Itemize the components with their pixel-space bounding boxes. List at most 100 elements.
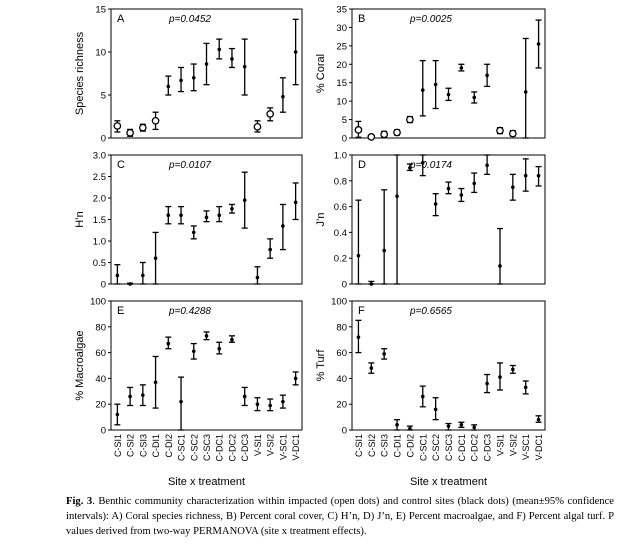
mean-point-filled bbox=[128, 282, 132, 286]
mean-point-filled bbox=[281, 224, 285, 228]
mean-point-filled bbox=[293, 200, 298, 205]
x-tick-label: C-DC3 bbox=[483, 434, 493, 462]
mean-point-filled bbox=[191, 230, 196, 235]
panel-letter: E bbox=[117, 305, 124, 317]
mean-point-filled bbox=[281, 94, 285, 99]
y-tick-label: 1.5 bbox=[93, 215, 106, 226]
panel-letter: D bbox=[358, 159, 366, 171]
y-tick-label: 0.5 bbox=[93, 258, 106, 269]
y-tick-label: 2.0 bbox=[93, 194, 106, 205]
y-tick-label: 20 bbox=[95, 400, 106, 411]
y-tick-label: 10 bbox=[336, 97, 347, 108]
x-tick-label: C-DI2 bbox=[164, 434, 174, 458]
panel-b: 0 5 10 15 20 25 30 35 % Coral B p=0.0025 bbox=[315, 5, 546, 145]
x-tick-label: C-SC3 bbox=[444, 434, 454, 461]
mean-point-filled bbox=[511, 185, 515, 190]
x-tick-label: V-SI1 bbox=[253, 434, 263, 456]
mean-point-filled bbox=[128, 394, 132, 399]
mean-point-filled bbox=[255, 275, 260, 280]
mean-point-open bbox=[380, 130, 389, 139]
y-tick-label: 1.0 bbox=[334, 151, 347, 162]
mean-point-filled bbox=[395, 194, 399, 199]
mean-point-open bbox=[126, 128, 134, 137]
panel-c: 0 0.5 1.0 1.5 2.0 2.5 3.0 H’n C p=0.0107 bbox=[74, 151, 303, 291]
y-tick-label: 0 bbox=[101, 426, 106, 437]
mean-point-open bbox=[138, 123, 147, 132]
mean-point-filled bbox=[230, 337, 234, 342]
mean-point-filled bbox=[511, 367, 515, 372]
figure-caption: Fig. 3. Benthic community characterizati… bbox=[66, 494, 614, 539]
mean-point-open bbox=[113, 122, 122, 130]
x-tick-label: C-DC1 bbox=[457, 434, 467, 462]
mean-point-open bbox=[508, 129, 517, 138]
mean-point-filled bbox=[523, 90, 528, 94]
mean-point-filled bbox=[179, 78, 183, 83]
x-axis-label: Site x treatment bbox=[168, 476, 245, 488]
panel-letter: A bbox=[117, 13, 125, 25]
y-tick-label: 20 bbox=[336, 400, 347, 411]
caption-text: . Benthic community characterization wit… bbox=[66, 496, 614, 537]
plot-frame bbox=[110, 8, 303, 139]
mean-point-filled bbox=[141, 393, 145, 397]
mean-point-filled bbox=[242, 64, 247, 69]
plot-frame bbox=[351, 154, 546, 285]
mean-point-filled bbox=[498, 375, 502, 379]
mean-point-filled bbox=[217, 47, 222, 52]
y-tick-label: 80 bbox=[336, 322, 347, 333]
y-tick-label: 25 bbox=[336, 41, 347, 52]
x-tick-label: C-SI2 bbox=[126, 434, 136, 457]
x-tick-label: C-SC3 bbox=[202, 434, 212, 461]
panel-letter: B bbox=[358, 13, 365, 25]
y-axis-label: H’n bbox=[74, 211, 86, 228]
mean-point-filled bbox=[217, 346, 222, 351]
mean-point-filled bbox=[369, 282, 374, 286]
x-tick-label: V-SC1 bbox=[521, 434, 531, 460]
p-value-label: p=0.6565 bbox=[409, 306, 452, 317]
y-tick-label: 35 bbox=[336, 5, 347, 16]
mean-point-filled bbox=[230, 206, 234, 211]
x-tick-label: C-SI2 bbox=[367, 434, 377, 457]
y-tick-label: 0 bbox=[342, 134, 347, 145]
y-tick-label: 15 bbox=[336, 78, 347, 89]
mean-point-filled bbox=[433, 82, 438, 87]
mean-point-filled bbox=[433, 202, 438, 206]
panel-letter: C bbox=[117, 159, 125, 171]
p-value-label: p=0.4288 bbox=[168, 306, 211, 317]
plot-frame bbox=[110, 300, 303, 431]
mean-point-filled bbox=[115, 412, 120, 417]
mean-point-filled bbox=[268, 403, 272, 408]
y-tick-label: 60 bbox=[95, 348, 106, 359]
x-tick-label: C-SC2 bbox=[431, 434, 441, 461]
x-tick-label: C-SC1 bbox=[177, 434, 187, 461]
mean-point-filled bbox=[523, 385, 528, 390]
mean-point-filled bbox=[382, 352, 386, 356]
y-tick-label: 0.6 bbox=[334, 202, 347, 213]
mean-point-filled bbox=[485, 73, 489, 78]
mean-point-filled bbox=[446, 186, 451, 191]
mean-point-filled bbox=[420, 394, 425, 399]
y-axis-label: % Macroalgae bbox=[74, 330, 86, 400]
panel-letter: F bbox=[358, 305, 365, 317]
mean-point-filled bbox=[408, 166, 412, 170]
mean-point-filled bbox=[356, 253, 361, 258]
mean-point-open bbox=[151, 116, 160, 125]
p-value-label: p=0.0025 bbox=[409, 14, 452, 25]
x-tick-label: C-DC1 bbox=[215, 434, 225, 462]
mean-point-open bbox=[496, 126, 504, 135]
mean-point-filled bbox=[433, 407, 438, 412]
mean-point-filled bbox=[408, 426, 412, 431]
y-tick-label: 20 bbox=[336, 60, 347, 71]
y-tick-label: 0.2 bbox=[334, 254, 347, 265]
y-tick-label: 2.5 bbox=[93, 172, 106, 183]
mean-point-filled bbox=[166, 341, 171, 346]
y-axis-label: J’n bbox=[315, 212, 327, 226]
mean-point-open bbox=[393, 128, 401, 137]
x-tick-label: C-DI1 bbox=[393, 434, 403, 458]
panel-a: 0 5 10 15 Species richness A p=0.0452 bbox=[74, 5, 303, 145]
y-tick-label: 100 bbox=[90, 297, 106, 308]
x-tick-label: C-DC2 bbox=[227, 434, 237, 462]
mean-point-filled bbox=[255, 402, 260, 407]
mean-point-filled bbox=[369, 366, 374, 370]
mean-point-filled bbox=[115, 273, 120, 278]
